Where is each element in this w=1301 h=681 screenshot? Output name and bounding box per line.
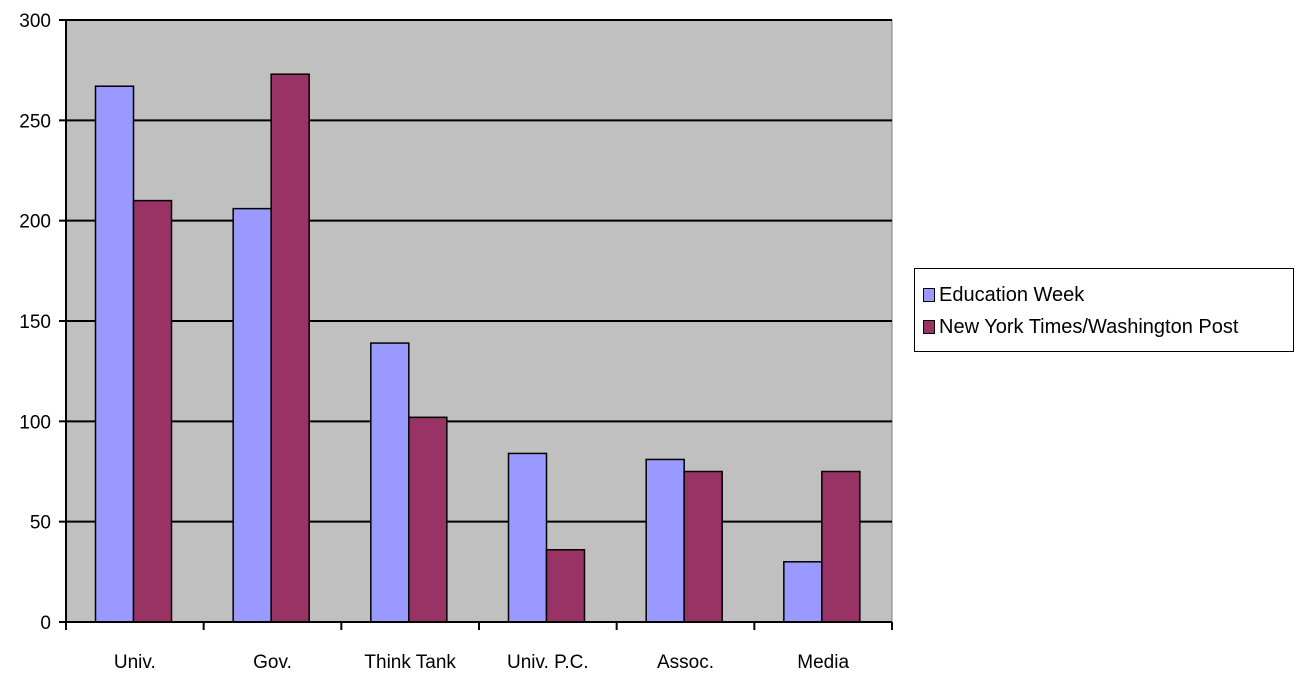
bar-s0-media xyxy=(783,561,823,623)
bar-s0-univ xyxy=(94,85,135,623)
x-tick-label-think-tank: Think Tank xyxy=(364,652,456,673)
y-tick-label-250: 250 xyxy=(19,111,51,132)
bar-s1-univ xyxy=(132,199,173,623)
bar-s0-assoc xyxy=(645,458,685,623)
legend-item-nyt-wapo: New York Times/Washington Post xyxy=(923,314,1238,340)
legend-label-education-week: Education Week xyxy=(939,283,1085,306)
bar-s1-assoc xyxy=(683,470,723,623)
x-tick-label-univ: Univ. xyxy=(114,652,156,673)
y-tick-label-100: 100 xyxy=(19,412,51,433)
bar-s0-univ-p-c xyxy=(507,452,548,623)
y-tick-label-50: 50 xyxy=(30,513,51,534)
legend-swatch-nyt-wapo xyxy=(923,320,935,334)
y-tick-label-150: 150 xyxy=(19,312,51,333)
x-tick-label-media: Media xyxy=(797,652,849,673)
bar-s1-media xyxy=(821,470,861,623)
legend: Education Week New York Times/Washington… xyxy=(914,268,1294,352)
x-tick-label-assoc: Assoc. xyxy=(657,652,714,673)
bar-s1-gov xyxy=(270,73,310,623)
axes xyxy=(59,19,893,630)
bars xyxy=(94,73,861,623)
gridlines xyxy=(66,19,892,523)
x-tick-label-univ-p-c: Univ. P.C. xyxy=(507,652,589,673)
y-tick-label-300: 300 xyxy=(19,11,51,32)
y-tick-label-0: 0 xyxy=(40,613,51,634)
bar-s1-univ-p-c xyxy=(545,549,586,623)
legend-swatch-education-week xyxy=(923,288,935,302)
tick-labels: 0 50 100 150 200 250 300 Univ. Gov. Think Tank Uni… xyxy=(19,11,849,673)
bar-s0-think-tank xyxy=(370,342,410,623)
y-tick-label-200: 200 xyxy=(19,212,51,233)
bar-s1-think-tank xyxy=(408,416,448,623)
legend-item-education-week: Education Week xyxy=(923,282,1084,308)
legend-label-nyt-wapo: New York Times/Washington Post xyxy=(939,315,1239,338)
x-tick-label-gov: Gov. xyxy=(253,652,292,673)
bar-s0-gov xyxy=(232,207,272,623)
